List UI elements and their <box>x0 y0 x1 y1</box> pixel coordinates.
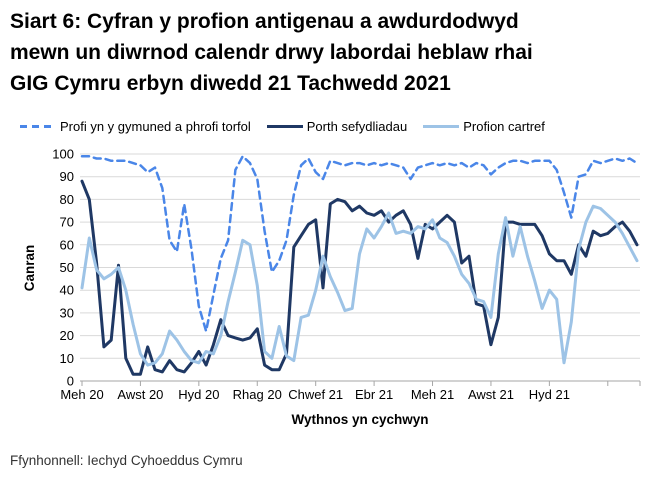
legend-swatch-lightblue-line <box>423 124 460 129</box>
series-lines <box>80 155 639 376</box>
chart-title-line-3: GIG Cymru erbyn diwedd 21 Tachwedd 2021 <box>10 72 451 95</box>
x-tick-label: Hyd 20 <box>178 387 219 402</box>
y-tick-label: 40 <box>60 283 74 298</box>
x-tick-label: Ebr 21 <box>355 387 393 402</box>
y-tick-label: 70 <box>60 215 74 230</box>
y-axis-title: Canran <box>22 245 37 292</box>
source-note: Ffynhonnell: Iechyd Cyhoeddus Cymru <box>10 453 243 468</box>
y-tick-label: 30 <box>60 305 74 320</box>
x-axis-labels: Meh 20 Awst 20 Hyd 20 Rhag 20 Chwef 21 Ebr 21… <box>60 387 570 402</box>
legend-swatch-dashed-line <box>20 124 56 129</box>
y-tick-label: 50 <box>60 260 74 275</box>
chart-title-line-2: mewn un diwrnod calendr drwy labordai he… <box>10 41 533 64</box>
y-tick-label: 20 <box>60 328 74 343</box>
y-tick-label: 80 <box>60 192 74 207</box>
legend-label: Porth sefydliadau <box>306 119 408 134</box>
legend-label: Profion cartref <box>463 119 545 134</box>
x-tick-label: Meh 21 <box>411 387 454 402</box>
y-axis-labels: 0 10 20 30 40 50 60 70 80 90 100 <box>52 147 74 389</box>
legend-item-organisation-portal: Porth sefydliadau <box>266 119 408 134</box>
x-axis-title: Wythnos yn cychwyn <box>291 412 428 427</box>
y-tick-label: 90 <box>60 169 74 184</box>
legend-item-home-tests: Profion cartref <box>423 119 545 134</box>
chart-title-line-1: Siart 6: Cyfran y profion antigenau a aw… <box>10 10 519 33</box>
x-tick-label: Awst 20 <box>117 387 163 402</box>
y-tick-label: 0 <box>67 374 74 389</box>
x-tick-label: Chwef 21 <box>288 387 343 402</box>
x-tick-label: Awst 21 <box>468 387 514 402</box>
y-tick-label: 100 <box>52 147 74 162</box>
chart-svg: 0 10 20 30 40 50 60 70 80 90 100 Meh 20 Awst 20 Hyd … <box>22 147 641 427</box>
legend-label: Profi yn y gymuned a phrofi torfol <box>60 119 251 134</box>
x-tick-marks <box>81 381 641 386</box>
series-line-2 <box>80 204 639 367</box>
series-line-0 <box>80 155 639 333</box>
series-line-1 <box>80 179 639 376</box>
legend-swatch-navy-line <box>266 124 303 129</box>
y-tick-label: 60 <box>60 237 74 252</box>
legend-item-community-mass-testing: Profi yn y gymuned a phrofi torfol <box>20 119 251 134</box>
legend: Profi yn y gymuned a phrofi torfol Porth… <box>20 119 642 134</box>
y-tick-label: 10 <box>60 351 74 366</box>
chart-title: Siart 6: Cyfran y profion antigenau a aw… <box>10 6 640 99</box>
x-tick-label: Hyd 21 <box>529 387 570 402</box>
x-tick-label: Meh 20 <box>60 387 103 402</box>
x-tick-label: Rhag 20 <box>233 387 282 402</box>
